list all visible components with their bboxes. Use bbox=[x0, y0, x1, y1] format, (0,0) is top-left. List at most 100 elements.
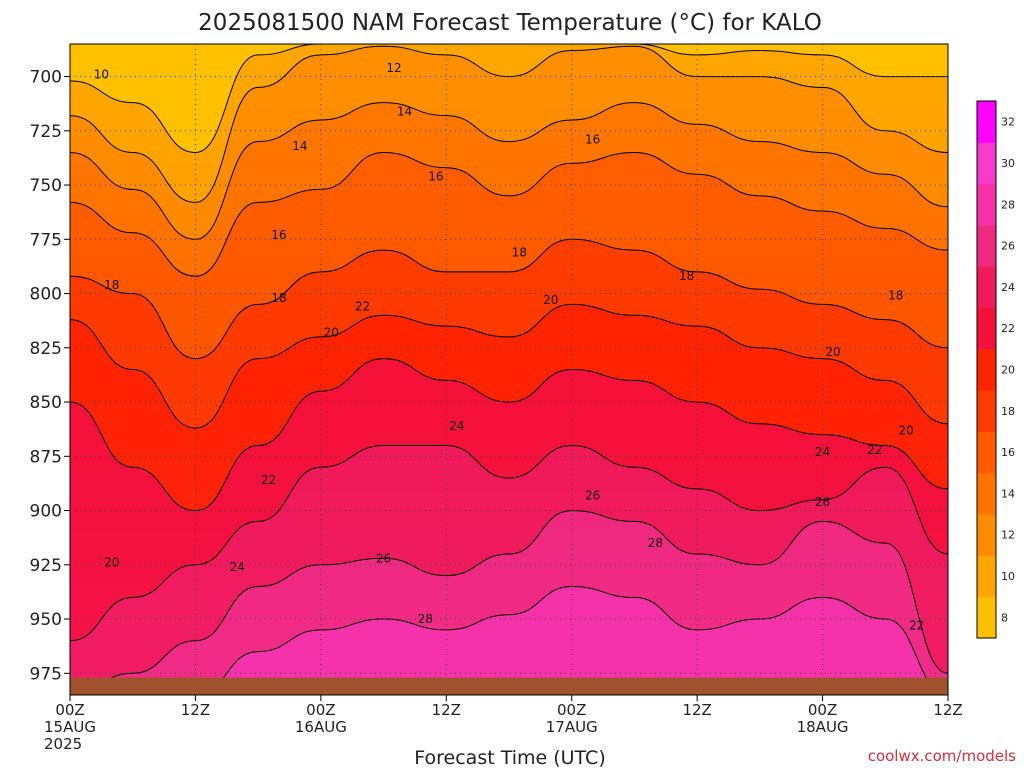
x-tick-label-72-1: 18AUG bbox=[797, 718, 849, 736]
contour-label-25: 26 bbox=[815, 495, 830, 509]
colorbar-swatch-8 bbox=[977, 596, 996, 639]
colorbar-label-12: 12 bbox=[1001, 529, 1015, 542]
colorbar-swatch-22 bbox=[977, 307, 996, 350]
x-tick-label-0-1: 15AUG bbox=[44, 718, 96, 736]
contour-label-13: 20 bbox=[543, 293, 558, 307]
isotherm-contours bbox=[70, 44, 948, 695]
isotherm-20 bbox=[70, 303, 948, 429]
y-tick-label-800: 800 bbox=[30, 285, 62, 305]
colorbar-swatch-26 bbox=[977, 224, 996, 267]
band-10 bbox=[70, 44, 948, 203]
surface-ground bbox=[70, 677, 948, 695]
y-tick-label-875: 875 bbox=[30, 447, 62, 467]
colorbar-label-30: 30 bbox=[1001, 157, 1015, 170]
colorbar-swatch-28 bbox=[977, 183, 996, 226]
colorbar: 8 10 12 14 16 18 20 22 24 26 28 30 32 bbox=[976, 100, 1015, 639]
band-12 bbox=[70, 46, 948, 240]
contour-label-8: 18 bbox=[271, 291, 286, 305]
colorbar-swatch-12 bbox=[977, 514, 996, 556]
band-20 bbox=[70, 304, 948, 511]
x-tick-label-72-0: 00Z bbox=[808, 701, 837, 719]
x-tick-label-48-0: 00Z bbox=[557, 701, 586, 719]
chart-title: 2025081500 NAM Forecast Temperature (°C)… bbox=[198, 10, 822, 36]
band-22 bbox=[70, 358, 948, 641]
colorbar-swatch-10 bbox=[977, 555, 996, 598]
x-axis-label: Forecast Time (UTC) bbox=[414, 747, 605, 768]
colorbar-label-22: 22 bbox=[1001, 322, 1015, 335]
colorbar-label-24: 24 bbox=[1001, 281, 1015, 294]
isotherm-22 bbox=[70, 358, 948, 512]
band-16 bbox=[70, 152, 948, 359]
y-tick-label-825: 825 bbox=[30, 339, 62, 359]
colorbar-swatch-24 bbox=[977, 266, 996, 309]
isotherm-26 bbox=[70, 510, 948, 695]
y-tick-label-975: 975 bbox=[30, 664, 62, 684]
contour-label-26: 28 bbox=[418, 612, 433, 626]
y-tick-label-700: 700 bbox=[30, 68, 62, 88]
contour-label-1: 12 bbox=[386, 61, 401, 75]
band-18 bbox=[70, 239, 948, 429]
isotherm-24 bbox=[70, 444, 948, 642]
contour-label-18: 22 bbox=[867, 443, 882, 457]
colorbar-swatch-32 bbox=[977, 101, 996, 143]
contour-label-7: 18 bbox=[104, 278, 119, 292]
plot-area: 10 12 14 14 16 16 16 18 18 18 18 18 20 20 20 20 22 22 22 22… bbox=[70, 44, 948, 695]
band-below-10 bbox=[70, 44, 948, 153]
x-tick-label-0-2: 2025 bbox=[44, 735, 82, 753]
y-axis-ticks: 700 725 750 775 800 825 850 875 900 925 950 975 bbox=[30, 68, 70, 684]
contour-label-3: 14 bbox=[397, 104, 412, 118]
colorbar-swatch-14 bbox=[977, 472, 996, 515]
colorbar-swatch-18 bbox=[977, 390, 996, 432]
x-tick-label-84-0: 12Z bbox=[933, 701, 962, 719]
isotherm-10 bbox=[70, 44, 948, 154]
x-tick-label-24-1: 16AUG bbox=[295, 718, 347, 736]
grid-lines bbox=[70, 44, 948, 695]
contour-label-5: 16 bbox=[428, 169, 443, 183]
isotherm-16 bbox=[70, 151, 948, 277]
x-tick-label-12-0: 12Z bbox=[181, 701, 210, 719]
contour-label-28: 20 bbox=[104, 556, 119, 570]
band-14 bbox=[70, 102, 948, 277]
isotherm-14 bbox=[70, 102, 948, 240]
y-tick-label-850: 850 bbox=[30, 393, 62, 413]
band-26 bbox=[70, 510, 948, 695]
contour-label-20: 24 bbox=[449, 419, 464, 433]
contour-label-4: 16 bbox=[271, 228, 286, 242]
band-28 bbox=[70, 586, 948, 695]
contour-label-6: 16 bbox=[585, 132, 600, 146]
colorbar-label-26: 26 bbox=[1001, 240, 1015, 253]
band-24 bbox=[70, 445, 948, 695]
x-tick-label-36-0: 12Z bbox=[432, 701, 461, 719]
colorbar-label-16: 16 bbox=[1001, 446, 1015, 459]
y-tick-label-775: 775 bbox=[30, 230, 62, 250]
colorbar-label-20: 20 bbox=[1001, 364, 1015, 377]
contour-label-17: 22 bbox=[261, 473, 276, 487]
contour-label-24: 26 bbox=[585, 488, 600, 502]
x-tick-label-24-0: 00Z bbox=[306, 701, 335, 719]
credit-text: coolwx.com/models bbox=[868, 747, 1016, 765]
colorbar-label-32: 32 bbox=[1001, 116, 1015, 129]
y-tick-label-925: 925 bbox=[30, 556, 62, 576]
contour-label-0: 10 bbox=[94, 67, 109, 81]
contour-label-22: 24 bbox=[815, 445, 830, 459]
plot-frame bbox=[69, 43, 949, 696]
contour-label-27: 28 bbox=[648, 536, 663, 550]
contour-label-21: 24 bbox=[230, 560, 245, 574]
y-tick-label-750: 750 bbox=[30, 176, 62, 196]
contour-label-19: 22 bbox=[909, 619, 924, 633]
contour-label-23: 26 bbox=[376, 551, 391, 565]
contour-label-11: 18 bbox=[888, 289, 903, 303]
contour-label-2: 14 bbox=[292, 139, 307, 153]
contour-label-16: 22 bbox=[355, 300, 370, 314]
colorbar-swatch-30 bbox=[977, 142, 996, 185]
y-tick-label-725: 725 bbox=[30, 122, 62, 142]
colorbar-label-10: 10 bbox=[1001, 570, 1015, 583]
colorbar-label-28: 28 bbox=[1001, 198, 1015, 211]
contour-label-15: 20 bbox=[899, 423, 914, 437]
isotherm-28 bbox=[70, 585, 948, 695]
y-tick-label-950: 950 bbox=[30, 610, 62, 630]
contour-label-14: 20 bbox=[825, 345, 840, 359]
contour-labels: 10 12 14 14 16 16 16 18 18 18 18 18 20 20 20 20 22 22 22 22… bbox=[94, 61, 925, 633]
